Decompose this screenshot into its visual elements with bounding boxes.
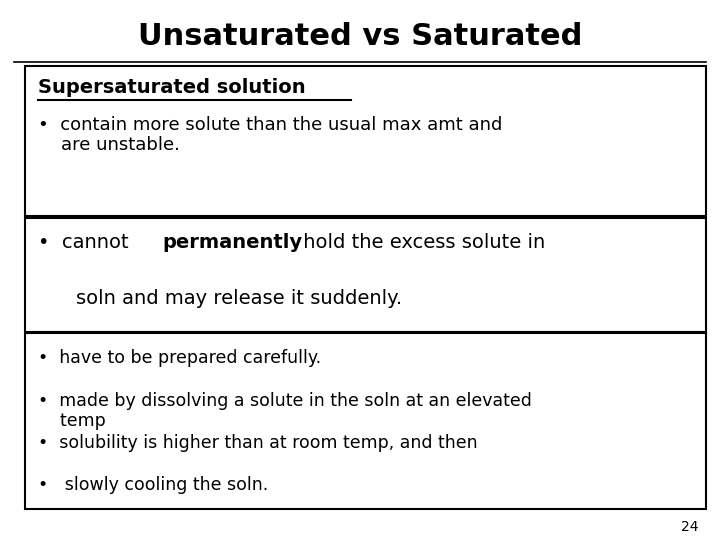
Text: •  made by dissolving a solute in the soln at an elevated
    temp: • made by dissolving a solute in the sol… — [38, 392, 532, 430]
Text: •  cannot: • cannot — [38, 233, 135, 252]
FancyBboxPatch shape — [25, 66, 706, 216]
Text: •   slowly cooling the soln.: • slowly cooling the soln. — [38, 476, 269, 494]
Text: Unsaturated vs Saturated: Unsaturated vs Saturated — [138, 22, 582, 51]
Text: permanently: permanently — [162, 233, 302, 252]
Text: •  solubility is higher than at room temp, and then: • solubility is higher than at room temp… — [38, 434, 478, 451]
Text: soln and may release it suddenly.: soln and may release it suddenly. — [76, 289, 402, 308]
Text: •  contain more solute than the usual max amt and
    are unstable.: • contain more solute than the usual max… — [38, 116, 503, 154]
FancyBboxPatch shape — [25, 218, 706, 332]
FancyBboxPatch shape — [25, 333, 706, 509]
Text: hold the excess solute in: hold the excess solute in — [297, 233, 546, 252]
Text: Supersaturated solution: Supersaturated solution — [38, 78, 306, 97]
Text: 24: 24 — [681, 519, 698, 534]
Text: •  have to be prepared carefully.: • have to be prepared carefully. — [38, 349, 321, 367]
